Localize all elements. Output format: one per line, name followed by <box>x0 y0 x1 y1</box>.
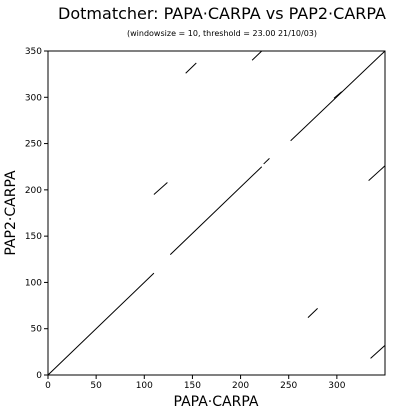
match-segment <box>307 307 318 318</box>
match-segment <box>251 50 263 61</box>
y-tick-label: 0 <box>36 371 42 381</box>
chart-subtitle: (windowsize = 10, threshold = 23.00 21/1… <box>127 29 317 38</box>
x-tick-label: 200 <box>232 381 249 391</box>
match-segment <box>169 166 263 256</box>
y-axis-label: PAP2·CARPA <box>3 170 19 256</box>
match-segment <box>333 91 342 99</box>
match-segment <box>263 158 270 165</box>
x-tick-label: 150 <box>184 381 201 391</box>
x-tick-label: 0 <box>45 381 51 391</box>
y-tick-label: 50 <box>31 325 43 335</box>
x-tick-label: 50 <box>90 381 102 391</box>
match-segment <box>290 50 386 142</box>
y-tick-label: 150 <box>25 232 42 242</box>
x-tick-label: 250 <box>280 381 297 391</box>
y-tick-label: 200 <box>25 186 42 196</box>
y-tick-label: 250 <box>25 140 42 150</box>
y-tick-label: 350 <box>25 47 42 57</box>
plot-frame <box>47 50 386 376</box>
chart-title: Dotmatcher: PAPA·CARPA vs PAP2·CARPA <box>58 4 386 23</box>
match-segment <box>368 165 386 181</box>
match-segment <box>185 62 197 74</box>
x-axis: 0 50 100 150 200 250 300 <box>45 375 346 391</box>
x-axis-label: PAPA·CARPA <box>174 394 259 409</box>
y-axis: 0 50 100 150 200 250 300 350 <box>25 47 48 381</box>
y-tick-label: 300 <box>25 93 42 103</box>
match-segment <box>47 272 155 376</box>
match-segment <box>153 182 168 195</box>
x-tick-label: 100 <box>136 381 153 391</box>
match-segment <box>370 345 386 359</box>
y-tick-label: 100 <box>25 278 42 288</box>
match-segments <box>47 50 386 376</box>
x-tick-label: 300 <box>328 381 345 391</box>
